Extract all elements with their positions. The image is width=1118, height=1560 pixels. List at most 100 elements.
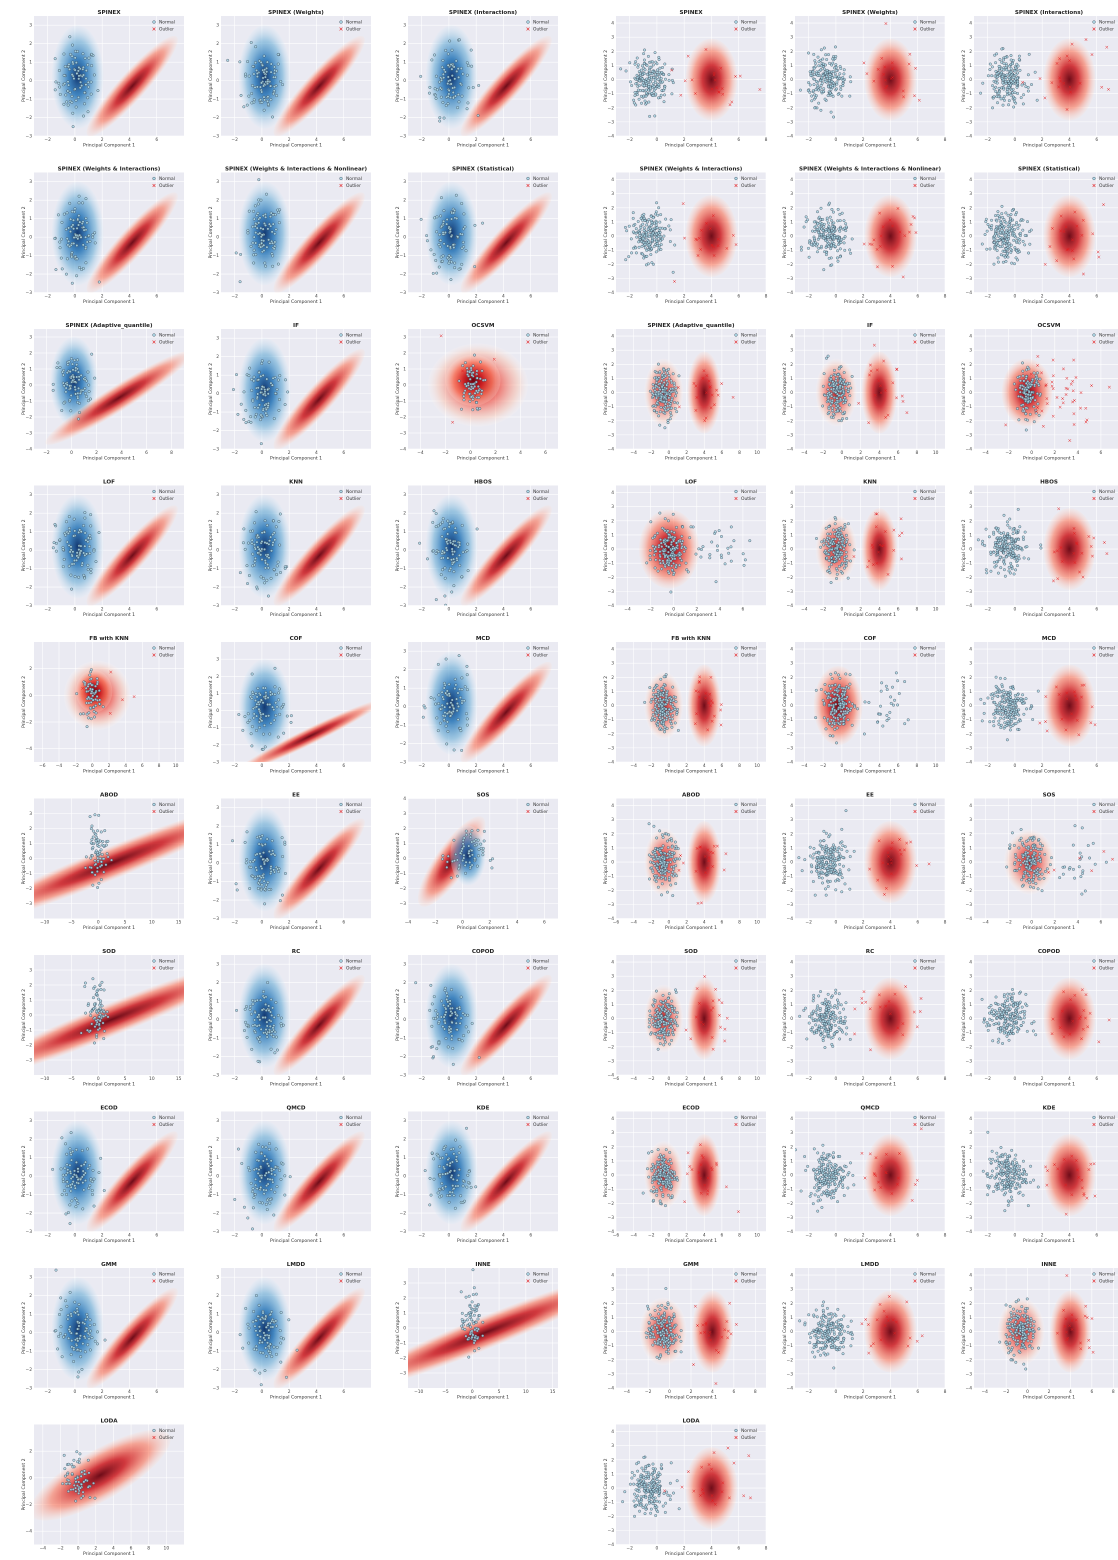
normal-point bbox=[75, 1337, 79, 1340]
legend-normal-marker bbox=[526, 489, 530, 494]
normal-point bbox=[460, 688, 464, 691]
x-axis-label: Principal Component 1 bbox=[270, 143, 322, 149]
normal-point bbox=[243, 715, 247, 718]
y-axis-label: Principal Component 2 bbox=[21, 206, 27, 258]
normal-point bbox=[64, 1299, 68, 1303]
normal-point bbox=[444, 537, 448, 541]
normal-point bbox=[419, 217, 423, 221]
normal-point bbox=[272, 89, 276, 93]
normal-point bbox=[651, 69, 655, 73]
normal-point bbox=[440, 78, 443, 82]
y-tick-label: −1 bbox=[26, 1349, 33, 1355]
normal-point bbox=[479, 842, 483, 846]
normal-point bbox=[807, 81, 811, 84]
normal-point bbox=[662, 234, 666, 238]
normal-point bbox=[86, 80, 90, 84]
normal-point bbox=[473, 1339, 477, 1343]
normal-point bbox=[457, 1173, 460, 1177]
normal-point bbox=[449, 96, 452, 99]
y-tick-label: 3 bbox=[29, 1275, 32, 1281]
normal-point bbox=[247, 209, 251, 213]
normal-point bbox=[256, 1314, 260, 1318]
normal-point bbox=[76, 400, 80, 404]
normal-point bbox=[822, 222, 826, 226]
normal-point bbox=[253, 204, 257, 208]
normal-point bbox=[78, 233, 82, 237]
normal-point bbox=[271, 376, 275, 380]
legend-outlier-marker bbox=[339, 653, 343, 657]
normal-point bbox=[259, 837, 263, 841]
normal-point bbox=[271, 533, 275, 536]
y-tick-label: −1 bbox=[400, 1192, 407, 1198]
normal-point bbox=[259, 998, 262, 1002]
normal-point bbox=[264, 1314, 268, 1318]
x-axis-label: Principal Component 1 bbox=[270, 925, 322, 931]
normal-point bbox=[840, 94, 844, 98]
normal-point bbox=[641, 222, 645, 226]
normal-point bbox=[284, 378, 287, 382]
normal-point bbox=[254, 1294, 258, 1297]
x-tick-label: 2 bbox=[101, 607, 104, 613]
normal-point bbox=[65, 1304, 69, 1308]
normal-point bbox=[810, 243, 813, 247]
normal-point bbox=[650, 247, 654, 251]
normal-point bbox=[649, 253, 653, 256]
normal-point bbox=[92, 1204, 96, 1208]
normal-point bbox=[70, 73, 74, 77]
normal-point bbox=[95, 992, 99, 996]
normal-point bbox=[249, 732, 253, 736]
normal-point bbox=[477, 1303, 480, 1307]
normal-point bbox=[446, 256, 450, 260]
normal-point bbox=[263, 75, 267, 79]
normal-point bbox=[258, 1200, 262, 1204]
x-tick-label: −2 bbox=[626, 294, 633, 300]
y-tick-label: −1 bbox=[26, 97, 33, 103]
normal-point bbox=[266, 102, 270, 106]
normal-point bbox=[441, 101, 445, 104]
normal-point bbox=[461, 1011, 465, 1015]
outlier-point bbox=[734, 74, 737, 78]
normal-point bbox=[86, 540, 90, 544]
normal-point bbox=[461, 859, 465, 862]
normal-point bbox=[438, 1173, 442, 1176]
y-tick-label: −1 bbox=[400, 723, 407, 729]
normal-point bbox=[87, 383, 91, 387]
normal-point bbox=[264, 714, 268, 718]
y-tick-label: −3 bbox=[400, 1371, 407, 1377]
y-tick-label: 1 bbox=[29, 529, 32, 535]
normal-point bbox=[274, 1147, 278, 1151]
normal-point bbox=[818, 221, 822, 225]
normal-point bbox=[481, 850, 485, 853]
normal-point bbox=[269, 1047, 273, 1051]
normal-point bbox=[89, 827, 93, 831]
normal-point bbox=[261, 686, 265, 690]
normal-point bbox=[70, 562, 74, 566]
normal-point bbox=[67, 62, 71, 66]
normal-point bbox=[450, 1160, 454, 1164]
normal-point bbox=[258, 879, 262, 882]
normal-point bbox=[253, 224, 257, 228]
x-tick-label: −2 bbox=[231, 450, 238, 456]
outlier-point bbox=[717, 90, 721, 94]
legend-normal-marker bbox=[526, 176, 530, 181]
outlier-density bbox=[460, 661, 552, 762]
normal-point bbox=[812, 53, 816, 56]
normal-point bbox=[260, 241, 264, 245]
x-tick-label: 6 bbox=[916, 294, 919, 300]
legend-outlier-marker bbox=[339, 496, 343, 501]
normal-point bbox=[234, 882, 238, 886]
normal-point bbox=[1020, 83, 1024, 87]
normal-point bbox=[95, 836, 99, 839]
normal-point bbox=[443, 576, 447, 580]
x-tick-label: 0 bbox=[97, 1076, 100, 1082]
normal-point bbox=[476, 385, 480, 388]
normal-point bbox=[633, 62, 637, 66]
normal-point bbox=[477, 848, 481, 851]
legend-outlier-marker bbox=[526, 809, 530, 814]
normal-point bbox=[442, 76, 446, 80]
normal-point bbox=[432, 697, 436, 701]
normal-point bbox=[279, 1022, 283, 1026]
normal-point bbox=[464, 361, 467, 365]
